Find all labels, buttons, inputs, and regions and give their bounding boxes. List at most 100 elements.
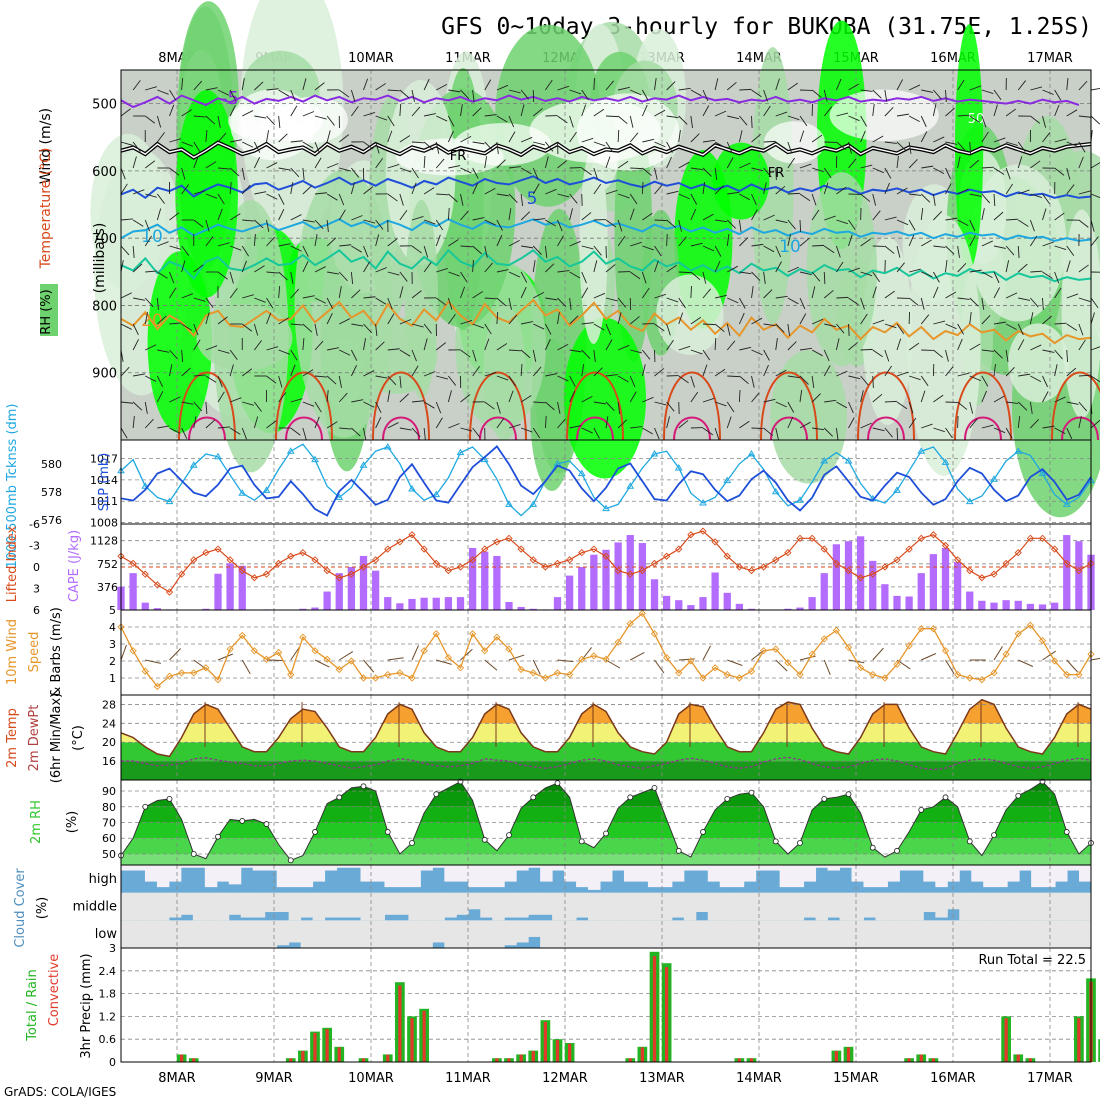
wind-barb	[1005, 292, 1018, 299]
wind-barb	[338, 271, 348, 282]
wind-barb	[557, 235, 564, 247]
thickness-point	[408, 485, 416, 492]
wind-barb	[363, 112, 376, 117]
wind-barb	[1066, 323, 1078, 331]
wind-barb	[884, 290, 895, 299]
wind-barb	[229, 89, 236, 101]
wind-barb	[1054, 322, 1067, 325]
wind-barb	[714, 110, 727, 117]
wind-speed-point	[1050, 657, 1059, 665]
rh2m-point	[530, 794, 537, 801]
wind-barb	[1066, 245, 1075, 256]
wind-barb	[120, 323, 132, 330]
wind-barb	[823, 89, 828, 102]
wind-barb	[1005, 108, 1017, 117]
wind-barb	[957, 114, 970, 117]
cape-bar	[517, 606, 525, 610]
wind-barb	[521, 321, 533, 325]
wind-barb	[508, 424, 521, 429]
wind-barb	[932, 271, 940, 283]
rh2m-point	[578, 838, 585, 845]
cape-bar	[614, 542, 622, 610]
wind-barb	[714, 368, 726, 377]
wind-barb	[569, 271, 581, 279]
wind-barb	[1066, 401, 1079, 405]
wind-barb	[241, 184, 251, 195]
surface-wind-barb	[702, 645, 711, 661]
wind-barb	[823, 182, 829, 195]
wind-barb	[860, 348, 873, 351]
wind-speed-point	[784, 659, 792, 667]
contour-label: 50	[968, 112, 985, 127]
cape-bar	[384, 597, 392, 610]
wind-barb	[993, 321, 1006, 325]
wind-barb	[423, 338, 428, 351]
wind-barb	[1090, 219, 1095, 232]
rh-blob	[656, 274, 724, 355]
rh2m-point	[942, 794, 949, 801]
lifted-index-point	[1063, 559, 1071, 568]
wind-barb	[993, 287, 1001, 299]
wind-barb	[387, 390, 391, 403]
wind-barb	[981, 115, 987, 128]
rh2m-tick-label: 70	[102, 817, 116, 830]
rh2m-point	[700, 829, 706, 835]
cloud-clear-cell	[156, 892, 170, 921]
cloud-clear-cell	[671, 920, 685, 948]
precip-convective-bar	[398, 985, 402, 1062]
wind-barb	[557, 270, 570, 273]
wind-barb	[229, 245, 242, 251]
date-label-top: 17MAR	[1027, 51, 1073, 66]
wind-barb	[690, 115, 693, 128]
surface-wind-barb	[823, 659, 831, 676]
wind-barb	[751, 286, 754, 299]
wind-barb	[799, 421, 811, 429]
wind-barb	[763, 182, 767, 195]
wind-barb	[581, 89, 589, 101]
wind-barb	[133, 297, 145, 301]
wind-barb	[630, 426, 643, 429]
wind-barb	[484, 187, 496, 195]
surface-wind-barb	[217, 653, 234, 661]
cloud-clear-cell	[288, 865, 302, 888]
wind-barb	[642, 427, 653, 435]
lifted-index-point	[578, 549, 586, 557]
cloud-clear-cell	[192, 865, 206, 868]
wind-barb	[145, 375, 157, 382]
wind-speed-point	[796, 670, 804, 679]
wind-barb	[253, 141, 261, 153]
credit-text: GrADS: COLA/IGES	[4, 1085, 116, 1099]
wind-barb	[411, 400, 424, 403]
precip-convective-bar	[495, 1058, 499, 1062]
cloud-clear-cell	[168, 865, 182, 882]
wind-barb	[290, 398, 303, 403]
cloud-clear-cell	[420, 920, 433, 948]
wind-barb	[641, 104, 648, 117]
cloud-clear-cell	[1055, 892, 1068, 921]
wind-barb	[702, 397, 715, 403]
wind-barb	[181, 401, 194, 405]
cloud-clear-cell	[492, 865, 505, 888]
wind-barb	[278, 392, 287, 403]
wind-barb	[399, 393, 409, 403]
wind-barb	[957, 245, 960, 258]
wind-barb	[751, 375, 755, 388]
lifted-index-point	[262, 570, 271, 578]
wind-barb	[557, 160, 568, 169]
wind-speed-point	[650, 630, 659, 638]
wind-barb	[739, 271, 752, 275]
date-label-bottom: 11MAR	[445, 1071, 491, 1086]
wind-barb	[1029, 219, 1035, 232]
wind-barb	[120, 245, 130, 256]
wind-speed-point	[844, 643, 853, 652]
wind-barb	[1005, 141, 1018, 146]
wind-barb	[1090, 193, 1100, 199]
precip-convective-bar	[919, 1054, 923, 1062]
wind-barb	[993, 364, 996, 377]
wind-barb	[823, 106, 833, 117]
wind-barb	[278, 349, 290, 355]
wind-barb	[460, 427, 473, 432]
rh-blob	[175, 90, 238, 298]
cloud-clear-cell	[707, 892, 721, 921]
cloud-clear-cell	[815, 892, 829, 921]
